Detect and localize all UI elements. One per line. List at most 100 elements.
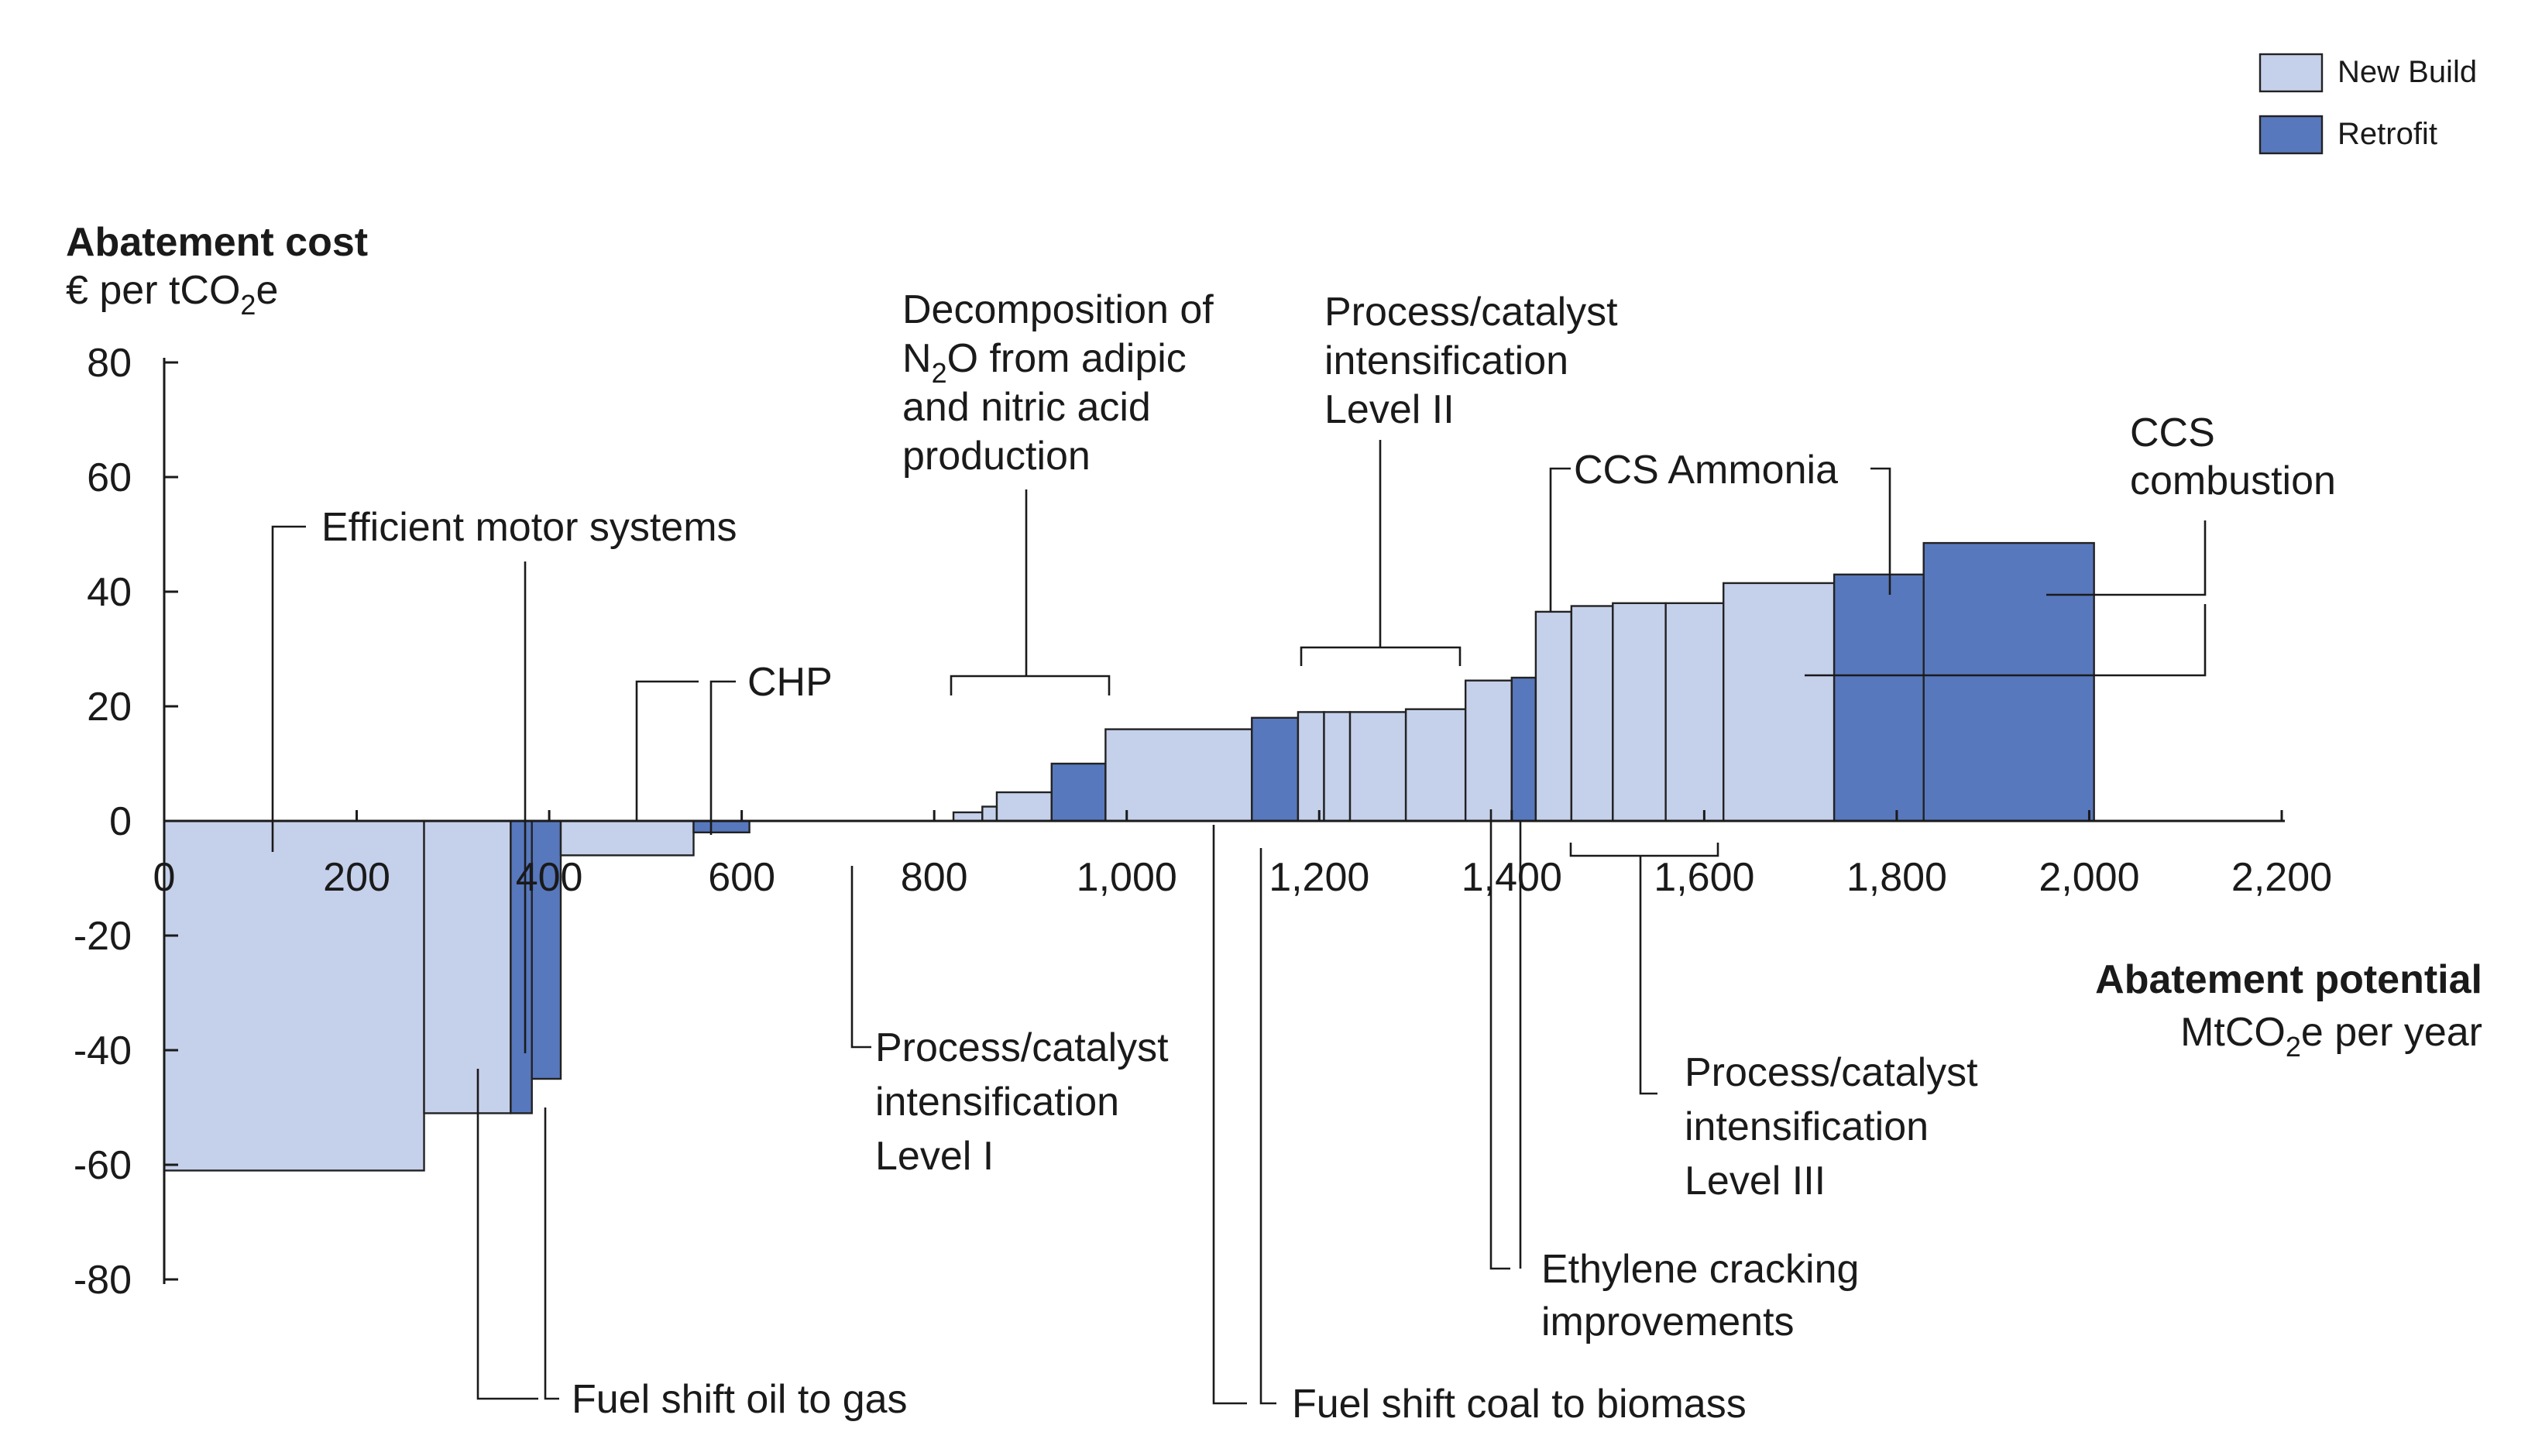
annotation-eth-line-1: Ethylene cracking [1541, 1247, 1859, 1292]
annotation-ccscomb-line-1: CCS [2130, 410, 2215, 455]
bar-11 [1104, 728, 1253, 822]
leader-ccscomb-1 [2046, 520, 2207, 596]
annotation-chp: CHP [747, 660, 833, 705]
annotation-ccs-combustion: CCS combustion [2130, 410, 2336, 503]
leader-ccscomb-2 [1805, 604, 2207, 677]
x-tick-label: 0 [153, 855, 176, 900]
annotation-pc1-line-1: Process/catalyst [875, 1025, 1169, 1070]
legend-swatch-new-build [2258, 53, 2324, 93]
y-axis-title: Abatement cost [66, 220, 368, 265]
bar-21 [1612, 602, 1667, 822]
bar-19 [1534, 610, 1573, 822]
leader-fuelbio-2 [1259, 848, 1276, 1405]
annotation-ccscomb-line-2: combustion [2130, 458, 2336, 503]
x-tick-label: 800 [901, 855, 968, 900]
bar-20 [1570, 605, 1614, 822]
y-tick-label: -40 [74, 1028, 132, 1073]
annotation-efficient-motor-systems: Efficient motor systems [321, 505, 737, 550]
leader-fuelgas-2 [544, 1107, 559, 1400]
y-tick-label: 0 [109, 799, 132, 844]
y-tick-label: 60 [87, 455, 132, 500]
bar-9 [995, 791, 1053, 822]
annotation-n2o-line-4: production [902, 434, 1091, 479]
bar-23 [1723, 582, 1836, 822]
legend-label-new-build: New Build [2337, 55, 2477, 89]
bar-24 [1833, 573, 1925, 822]
leader-pc2-bracket [1300, 646, 1462, 666]
leader-ccsamm-right [1870, 467, 1891, 595]
annotation-pc2-line-1: Process/catalyst [1324, 290, 1618, 335]
annotation-pc3-line-1: Process/catalyst [1685, 1050, 1978, 1095]
annotation-process-catalyst-level-1: Process/catalyst intensification Level I [875, 1025, 1169, 1179]
annotation-fuel-shift-oil-to-gas: Fuel shift oil to gas [572, 1377, 908, 1422]
y-tick-label: -60 [74, 1143, 132, 1188]
leader-pc3 [1639, 856, 1657, 1095]
leader-motor [271, 525, 306, 852]
axes [163, 358, 2285, 1284]
annotation-n2o-decomposition: Decomposition of N2O from adipic and nit… [902, 287, 1214, 479]
x-tick-label: 2,200 [2231, 855, 2332, 900]
annotation-eth-line-2: improvements [1541, 1300, 1795, 1344]
y-tick-label: 40 [87, 570, 132, 615]
bar-6 [692, 819, 751, 834]
x-tick-label: 1,000 [1077, 855, 1177, 900]
annotation-fuel-shift-coal-to-biomass: Fuel shift coal to biomass [1292, 1382, 1747, 1427]
annotation-pc3-line-3: Level III [1685, 1159, 1826, 1204]
y-tick-label: -20 [74, 914, 132, 959]
leader-chp-1 [635, 680, 699, 821]
annotation-n2o-line-1: Decomposition of [902, 287, 1214, 332]
x-tick-label: 2,000 [2039, 855, 2139, 900]
annotation-process-catalyst-level-2: Process/catalyst intensification Level I… [1324, 290, 1618, 432]
annotation-pc1-line-2: intensification [875, 1080, 1119, 1125]
bar-14 [1323, 711, 1352, 822]
bar-16 [1404, 708, 1467, 822]
bar-17 [1464, 679, 1513, 822]
annotation-pc2-line-2: intensification [1324, 338, 1568, 383]
legend-swatch-retrofit [2258, 115, 2324, 155]
annotation-ccs-ammonia: CCS Ammonia [1574, 448, 1838, 493]
bar-25 [1922, 541, 2095, 822]
bar-10 [1050, 762, 1107, 822]
annotations: Efficient motor systems CHP Decompositio… [321, 287, 2336, 1427]
legend-label-retrofit: Retrofit [2337, 117, 2437, 151]
leader-n2o-bracket [950, 675, 1111, 695]
bar-13 [1297, 711, 1325, 822]
x-tick-label: 600 [708, 855, 775, 900]
annotation-pc2-line-3: Level II [1324, 387, 1455, 432]
annotation-pc3-line-2: intensification [1685, 1104, 1929, 1149]
leader-pc3-bracket [1569, 843, 1719, 857]
annotation-n2o-line-3: and nitric acid [902, 385, 1151, 430]
leader-fuelbio-1 [1212, 825, 1247, 1405]
bar-2 [423, 819, 512, 1114]
y-axis-unit: € per tCO2e [66, 268, 278, 321]
bar-8 [981, 805, 998, 822]
legend: New Build Retrofit [2258, 53, 2477, 155]
x-tick-label: 1,600 [1654, 855, 1754, 900]
bar-1 [163, 819, 425, 1172]
x-tick-label: 1,400 [1462, 855, 1562, 900]
bar-12 [1251, 716, 1300, 822]
x-ticks: 0 200 400 600 800 1,000 1,200 1,400 1,600 1,800 2,… [153, 810, 2332, 900]
x-tick-label: 1,800 [1846, 855, 1947, 900]
y-tick-label: 80 [87, 341, 132, 386]
bar-5 [559, 819, 695, 857]
leader-lines [271, 440, 2207, 1405]
leader-fuelgas-1 [476, 1069, 538, 1400]
x-tick-label: 1,200 [1269, 855, 1369, 900]
annotation-process-catalyst-level-3: Process/catalyst intensification Level I… [1685, 1050, 1978, 1204]
bar-22 [1664, 602, 1725, 822]
y-tick-label: 20 [87, 685, 132, 730]
x-axis-title: Abatement potential [2095, 957, 2482, 1002]
leader-eth-1 [1489, 809, 1510, 1270]
annotation-ethylene-cracking: Ethylene cracking improvements [1541, 1247, 1859, 1344]
y-tick-label: -80 [74, 1258, 132, 1303]
bar-15 [1348, 711, 1407, 822]
y-ticks: 80 60 40 20 0 -20 -40 -60 -80 [74, 341, 178, 1303]
bars [163, 541, 2095, 1172]
bar-18 [1510, 676, 1537, 822]
leader-pc1 [850, 866, 871, 1049]
leader-ccsamm-left [1549, 467, 1571, 612]
x-tick-label: 200 [323, 855, 390, 900]
x-axis-unit: MtCO2e per year [2180, 1010, 2482, 1063]
